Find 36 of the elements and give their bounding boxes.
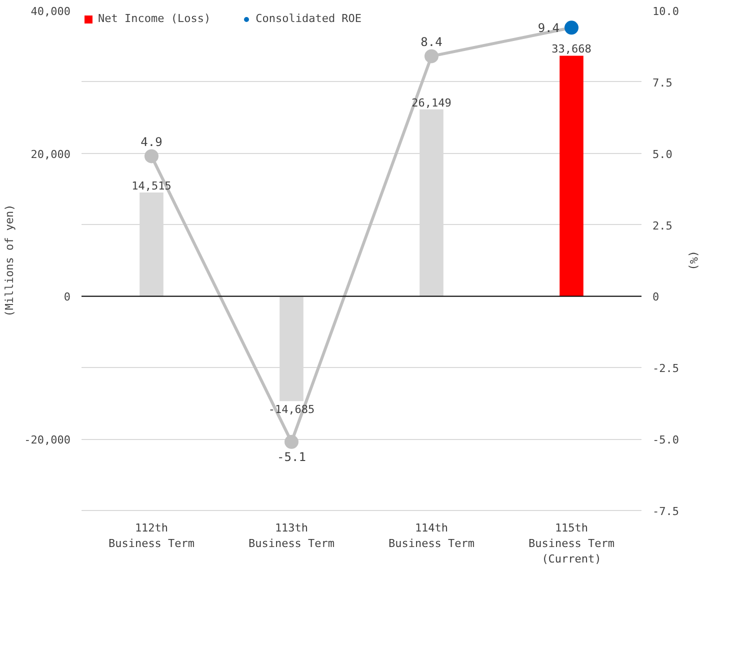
- x-tick-label: 112th Business Term: [108, 522, 195, 550]
- legend-label: Consolidated ROE: [256, 12, 362, 25]
- point: [424, 49, 438, 64]
- bar: [280, 296, 304, 402]
- x-tick-label: 114th Business Term: [388, 522, 475, 550]
- y2-tick-label: 5.0: [652, 148, 672, 161]
- y-tick-label: -20,000: [24, 434, 70, 447]
- y-axis-title: (Millions of yen): [3, 204, 16, 317]
- data-label: 9.4: [538, 21, 560, 36]
- point: [284, 434, 298, 449]
- y2-tick-label: -7.5: [652, 505, 679, 518]
- data-label: 8.4: [420, 35, 442, 50]
- y2-axis-title: (%): [686, 250, 700, 270]
- data-label: 14,515: [132, 180, 172, 193]
- bar: [420, 109, 444, 296]
- y-tick-label: 20,000: [30, 148, 71, 161]
- bar: [560, 56, 584, 296]
- y-tick-label: 40,000: [30, 5, 71, 18]
- data-label: 33,668: [552, 42, 592, 56]
- x-tick-label: 115th Business Term (Current): [528, 522, 615, 566]
- x-tick-label: 113th Business Term: [248, 522, 335, 550]
- point: [564, 20, 578, 35]
- legend-label: Net Income (Loss): [98, 12, 211, 25]
- y2-tick-label: 7.5: [652, 76, 672, 90]
- y2-tick-label: 10.0: [652, 5, 679, 18]
- data-label: -14,685: [268, 403, 315, 416]
- data-label: 26,149: [412, 96, 452, 110]
- y2-tick-label: -2.5: [652, 362, 679, 376]
- data-label: -5.1: [277, 450, 306, 464]
- y2-tick-label: -5.0: [652, 434, 679, 447]
- point: [144, 149, 158, 164]
- y2-tick-label: 2.5: [652, 219, 672, 232]
- y-tick-label: 0: [64, 290, 70, 304]
- bar: [140, 192, 164, 296]
- data-label: 4.9: [140, 135, 162, 150]
- y2-tick-label: 0: [652, 290, 660, 304]
